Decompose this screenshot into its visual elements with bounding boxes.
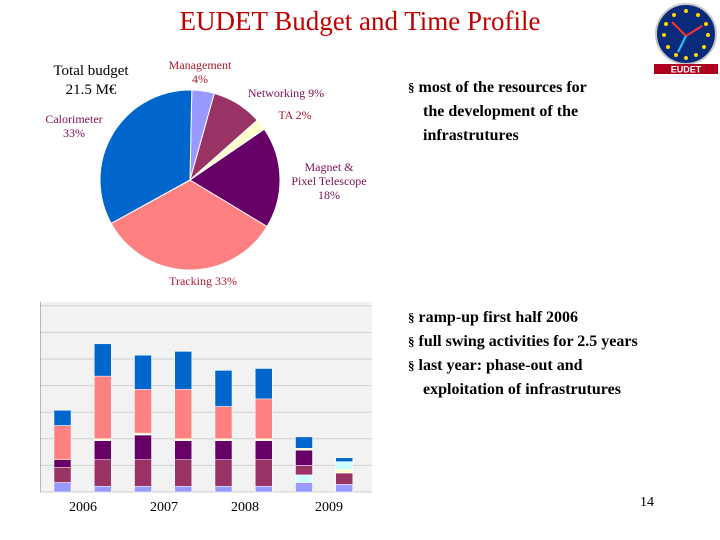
bullet-full-swing-text: full swing activities for 2.5 years (418, 333, 638, 350)
bar-5-segment-magnet-pixel-telescope (214, 440, 233, 460)
bullet-last-year: § last year: phase-out and exploitation o… (408, 354, 718, 402)
budget-time-bar-chart (40, 302, 372, 493)
year-label-2008: 2008 (231, 500, 259, 515)
year-label-2007: 2007 (150, 500, 178, 515)
slide-title: EUDET Budget and Time Profile (179, 6, 541, 36)
bar-4-segment-ta (174, 438, 192, 441)
pie-label-management: Management 4% (160, 58, 240, 86)
bullet-resources-line3: infrastrutures (423, 127, 519, 144)
bar-4-segment-magnet-pixel-telescope (174, 440, 192, 460)
bar-6-segment-tracking (255, 398, 273, 440)
bar-7-segment-networking (295, 465, 313, 476)
pie-label-magnet: Magnet & Pixel Telescope 18% (282, 160, 376, 202)
bullet-square-icon: § (408, 358, 415, 373)
pie-label-networking: Networking 9% (247, 86, 325, 100)
pie-slice-magnet-pixel-telescope (189, 128, 281, 228)
bar-2-segment-magnet-pixel-telescope (94, 440, 112, 460)
bar-7-segment-management (295, 482, 313, 493)
bar-6-segment-networking (255, 459, 273, 487)
page-number: 14 (640, 495, 654, 510)
bullet-last-year-line2: exploitation of infrastrutures (423, 381, 621, 398)
bar-3-segment-management (134, 486, 152, 493)
pie-label-management-pct: 4% (192, 72, 208, 86)
pie-label-magnet-line1: Magnet & (304, 160, 354, 174)
bar-3-segment-magnet-pixel-telescope (134, 434, 152, 460)
bar-3-segment-networking (134, 459, 152, 487)
bullet-rampup-text: ramp-up first half 2006 (418, 309, 579, 326)
bullet-resources: § most of the resources for the developme… (408, 76, 708, 148)
pie-label-magnet-line2: Pixel Telescope (291, 174, 367, 188)
total-budget-label: Total budget 21.5 M€ (36, 62, 146, 100)
bar-3-segment-calorimeter (134, 354, 152, 390)
pie-slice-calorimeter (99, 89, 193, 225)
bar-3-segment-tracking (134, 389, 152, 434)
bar-4-segment-management (174, 486, 192, 493)
bullet-square-icon: § (408, 334, 415, 349)
bar-7-segment-ta (295, 448, 313, 451)
bar-chart-background (40, 302, 372, 492)
bar-6-segment-management (255, 486, 273, 493)
pie-label-calorimeter-name: Calorimeter (45, 112, 103, 126)
bullet-rampup: § ramp-up first half 2006 (408, 306, 718, 330)
budget-line-1: Total budget (53, 63, 129, 79)
bar-5-segment-ta (214, 438, 233, 441)
bullet-resources-line1: most of the resources for (418, 79, 587, 96)
bar-2-segment-tracking (94, 375, 112, 440)
bullet-full-swing: § full swing activities for 2.5 years (408, 330, 718, 354)
bar-1-segment-management (53, 482, 72, 493)
bar-3-segment-ta (134, 432, 152, 436)
bullets-top: § most of the resources for the developme… (408, 76, 708, 148)
eudet-logo: EUDET (652, 2, 720, 74)
bar-2-segment-ta (94, 438, 112, 441)
year-label-2009: 2009 (315, 500, 343, 515)
bar-7-segment-magnet-pixel-telescope (295, 449, 313, 466)
pie-label-calorimeter-pct: 33% (63, 126, 85, 140)
bar-2-segment-management (94, 486, 112, 493)
pie-label-tracking: Tracking 33% (169, 274, 237, 288)
pie-label-ta: TA 2% (278, 108, 312, 122)
bar-1-segment-tracking (53, 425, 72, 460)
bar-7-segment-calorimeter (295, 436, 313, 449)
bar-5-segment-management (214, 486, 233, 493)
bullet-square-icon: § (408, 80, 415, 95)
bullet-resources-line2: the development of the (423, 103, 579, 120)
pie-label-management-name: Management (168, 58, 232, 72)
bar-8-segment-ta (335, 468, 353, 474)
bar-2-segment-networking (94, 459, 112, 487)
bar-6-segment-ta (255, 438, 273, 441)
budget-pie-chart (99, 89, 281, 271)
pie-label-magnet-pct: 18% (318, 188, 340, 202)
bar-7-segment-extra (295, 474, 313, 483)
bullets-bottom: § ramp-up first half 2006 § full swing act… (408, 306, 718, 402)
pie-label-calorimeter: Calorimeter 33% (38, 112, 110, 140)
bar-4-segment-tracking (174, 389, 192, 440)
bar-5-segment-calorimeter (214, 370, 233, 407)
bar-1-segment-calorimeter (53, 410, 72, 426)
year-label-2006: 2006 (69, 500, 97, 515)
bar-6-segment-magnet-pixel-telescope (255, 440, 273, 460)
bar-1-segment-magnet-pixel-telescope (53, 459, 72, 468)
bar-6-segment-calorimeter (255, 368, 273, 400)
bar-8-segment-networking (335, 472, 353, 485)
bar-4-segment-calorimeter (174, 351, 192, 390)
bar-1-segment-networking (53, 467, 72, 483)
budget-line-2: 21.5 M€ (65, 82, 117, 98)
bar-2-segment-calorimeter (94, 343, 112, 377)
bar-8-segment-calorimeter (335, 457, 353, 462)
bar-5-segment-tracking (214, 406, 233, 440)
bullet-square-icon: § (408, 310, 415, 325)
bar-5-segment-networking (214, 459, 233, 487)
bar-8-segment-management (335, 484, 353, 493)
bar-4-segment-networking (174, 459, 192, 487)
bullet-last-year-line1: last year: phase-out and (418, 357, 583, 374)
bar-8-segment-extra (335, 461, 353, 470)
logo-text: EUDET (671, 65, 702, 75)
